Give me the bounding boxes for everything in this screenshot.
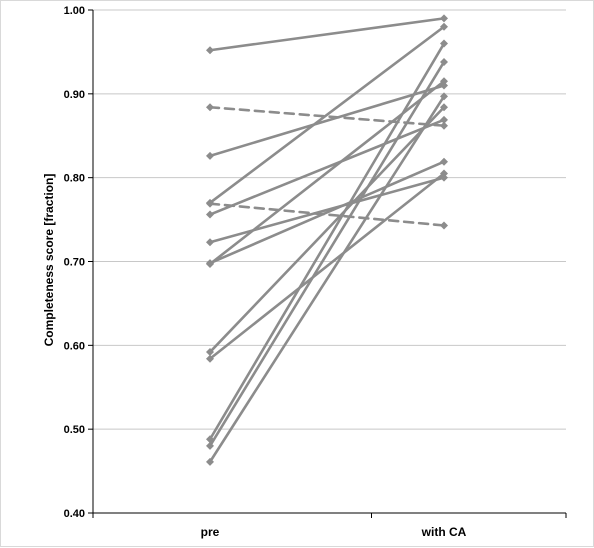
y-tick-label: 0.70 (64, 257, 85, 269)
data-point-marker (206, 210, 214, 219)
series-line (208, 95, 446, 464)
data-point-marker (206, 441, 214, 450)
series-line (208, 118, 446, 216)
data-point-marker (440, 121, 448, 130)
y-axis-label: Completeness score [fraction] (42, 174, 56, 347)
series-line (208, 176, 446, 244)
gridlines (93, 9, 566, 430)
series-line (208, 172, 446, 361)
data-point-marker (206, 260, 214, 269)
y-tick-label: 0.60 (64, 340, 85, 352)
y-tick-label: 1.00 (64, 5, 85, 17)
y-tick-label: 0.50 (64, 424, 85, 436)
data-point-marker (206, 238, 214, 247)
series-lines (208, 17, 446, 464)
data-point-marker (440, 81, 448, 90)
x-tick-label: pre (201, 525, 220, 539)
data-point-marker (206, 151, 214, 160)
data-point-marker (440, 22, 448, 31)
data-point-marker (440, 57, 448, 66)
data-point-marker (206, 103, 214, 112)
data-point-marker (440, 14, 448, 23)
x-tick-label: with CA (421, 525, 467, 539)
data-point-marker (206, 457, 214, 466)
series-line (208, 25, 446, 205)
series-line (208, 79, 446, 266)
series-line (208, 202, 446, 227)
series-line (208, 105, 446, 127)
data-point-marker (206, 348, 214, 357)
data-point-marker (206, 435, 214, 444)
series-line (208, 105, 446, 354)
y-tick-labels: 0.40 0.50 0.60 0.70 0.80 0.90 1.00 (64, 5, 85, 520)
data-point-marker (440, 103, 448, 112)
series-line (208, 42, 446, 441)
data-point-marker (440, 39, 448, 48)
data-point-marker (206, 354, 214, 363)
data-point-marker (206, 46, 214, 55)
series-line (208, 60, 446, 448)
series-line (208, 17, 446, 52)
series-line (208, 84, 446, 158)
y-tick-label: 0.90 (64, 89, 85, 101)
data-point-marker (206, 199, 214, 208)
data-markers (206, 14, 448, 466)
data-point-marker (440, 157, 448, 166)
data-point-marker (440, 92, 448, 101)
x-tick-labels: pre with CA (201, 525, 467, 539)
y-tick-label: 0.80 (64, 173, 85, 185)
data-point-marker (440, 173, 448, 182)
data-point-marker (440, 221, 448, 230)
axes (88, 9, 567, 518)
data-point-marker (440, 169, 448, 178)
data-point-marker (440, 77, 448, 86)
data-point-marker (440, 115, 448, 124)
y-tick-label: 0.40 (64, 508, 85, 520)
series-line (208, 160, 446, 265)
